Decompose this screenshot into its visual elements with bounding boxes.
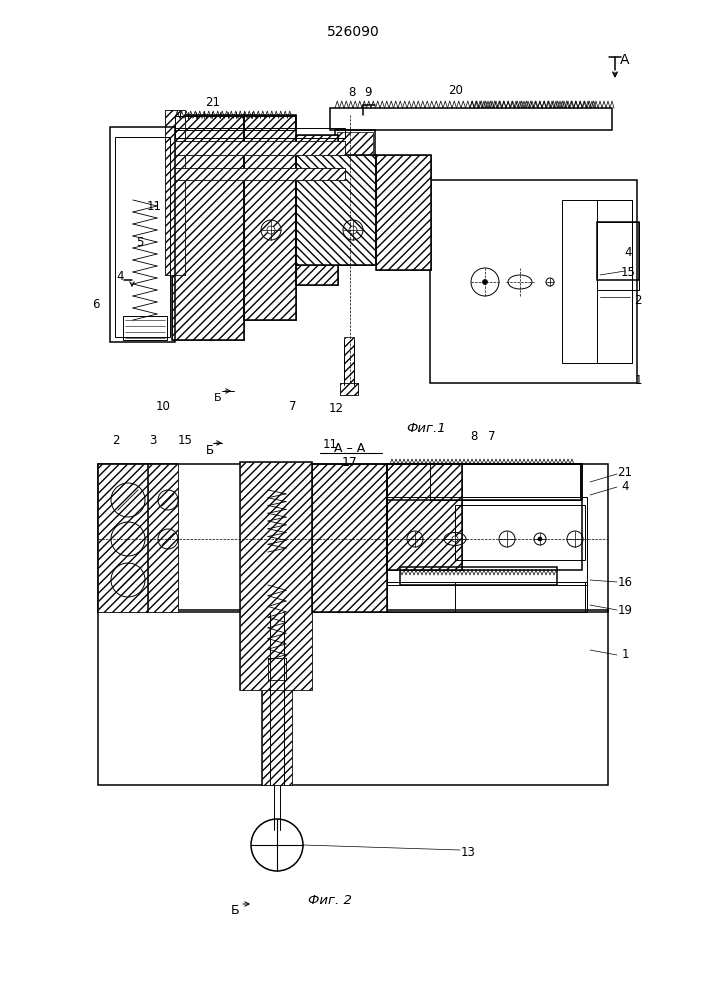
Text: Фиг.1: Фиг.1	[407, 422, 446, 434]
Bar	[175, 168, 345, 180]
Bar	[268, 658, 286, 680]
Circle shape	[538, 537, 542, 541]
Bar	[562, 200, 632, 363]
Bar	[387, 497, 587, 585]
Bar	[455, 505, 585, 560]
Bar	[244, 115, 296, 320]
Bar	[296, 155, 376, 265]
Bar	[110, 127, 175, 342]
Text: 19: 19	[617, 603, 633, 616]
Text: Б: Б	[214, 393, 222, 403]
Bar	[340, 383, 358, 395]
Text: 6: 6	[92, 298, 100, 312]
Text: 21: 21	[206, 96, 221, 108]
Bar	[98, 464, 608, 612]
Text: 15: 15	[177, 434, 192, 446]
Bar	[597, 200, 632, 363]
Bar	[175, 168, 345, 180]
Bar	[330, 108, 612, 130]
Text: Фиг. 2: Фиг. 2	[308, 894, 352, 906]
Text: 7: 7	[289, 400, 297, 414]
Bar	[376, 155, 431, 270]
Bar	[455, 582, 585, 612]
Bar	[376, 155, 431, 270]
Text: 4: 4	[624, 245, 632, 258]
Text: 2: 2	[112, 434, 119, 446]
Bar	[98, 464, 148, 612]
Bar	[165, 110, 185, 275]
Bar	[400, 567, 557, 585]
Bar	[244, 115, 296, 320]
Bar	[387, 464, 462, 570]
Text: 17: 17	[342, 456, 358, 470]
Text: A – A: A – A	[334, 442, 366, 454]
Text: 21: 21	[617, 466, 633, 480]
Bar	[597, 222, 639, 280]
Circle shape	[452, 536, 458, 542]
Text: A: A	[620, 53, 630, 67]
Bar	[337, 132, 373, 263]
Text: 5: 5	[136, 235, 144, 248]
Bar	[98, 610, 608, 785]
Text: 9: 9	[364, 86, 372, 99]
Bar	[430, 180, 637, 383]
Bar	[115, 137, 170, 337]
Bar	[175, 128, 345, 138]
Text: 20: 20	[448, 85, 463, 98]
Text: 16: 16	[617, 576, 633, 588]
Bar	[262, 472, 292, 785]
Bar	[240, 462, 312, 690]
Bar	[175, 116, 295, 130]
Bar	[387, 464, 582, 570]
Bar	[148, 464, 178, 612]
Bar	[175, 141, 345, 155]
Circle shape	[349, 226, 357, 234]
Bar	[123, 316, 167, 340]
Text: 11: 11	[322, 438, 337, 450]
Bar	[597, 222, 639, 290]
Text: 4: 4	[621, 480, 629, 492]
Text: Б: Б	[230, 904, 239, 916]
Text: 1: 1	[621, 648, 629, 662]
Bar	[296, 135, 338, 285]
Bar	[312, 464, 387, 612]
Text: 10: 10	[156, 400, 170, 414]
Bar	[268, 658, 286, 680]
Bar	[430, 464, 580, 500]
Text: Б: Б	[206, 444, 214, 456]
Bar	[387, 582, 587, 612]
Text: 1: 1	[634, 373, 642, 386]
Circle shape	[482, 279, 488, 284]
Text: 12: 12	[329, 401, 344, 414]
Bar	[172, 115, 244, 340]
Circle shape	[267, 226, 275, 234]
Text: 8: 8	[349, 86, 356, 99]
Bar	[172, 115, 244, 340]
Text: 13: 13	[460, 846, 475, 858]
Bar	[148, 464, 178, 612]
Bar	[296, 135, 338, 285]
Bar	[240, 462, 312, 690]
Bar	[335, 130, 375, 265]
Bar	[344, 337, 354, 385]
Bar	[387, 464, 462, 570]
Text: 7: 7	[489, 430, 496, 444]
Text: 3: 3	[149, 434, 157, 446]
Bar	[340, 383, 358, 395]
Text: 2: 2	[634, 294, 642, 306]
Bar	[98, 464, 148, 612]
Text: 11: 11	[146, 200, 161, 214]
Bar	[387, 464, 582, 500]
Bar	[312, 464, 387, 612]
Bar	[296, 155, 376, 265]
Text: 4: 4	[116, 270, 124, 284]
Text: 526090: 526090	[327, 25, 380, 39]
Bar	[175, 141, 345, 155]
Text: 8: 8	[470, 430, 478, 444]
Bar	[262, 472, 292, 785]
Bar	[165, 110, 185, 275]
Text: 15: 15	[621, 266, 636, 279]
